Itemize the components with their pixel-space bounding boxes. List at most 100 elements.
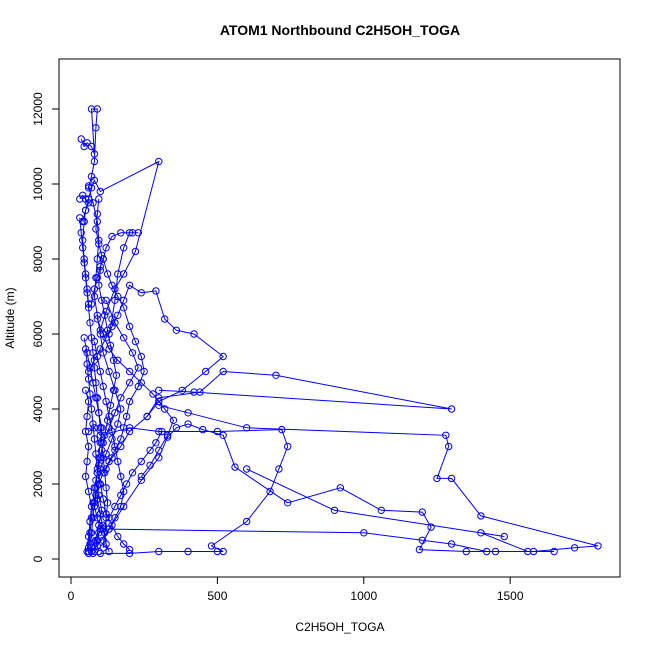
data-point <box>105 345 113 353</box>
data-point <box>101 431 109 439</box>
series-5 <box>102 367 456 473</box>
data-point <box>105 457 113 466</box>
data-point <box>134 229 143 237</box>
data-point <box>93 105 102 113</box>
data-point <box>284 442 292 451</box>
data-point <box>433 474 441 483</box>
data-point <box>77 229 85 237</box>
data-point <box>102 514 110 522</box>
data-point <box>106 341 115 349</box>
y-tick-label: 6000 <box>31 320 45 347</box>
data-point <box>103 326 112 334</box>
series-line <box>93 341 125 541</box>
data-point <box>447 540 456 548</box>
data-point <box>152 287 160 295</box>
data-point <box>570 544 579 552</box>
data-point <box>146 461 154 469</box>
data-point <box>161 405 169 413</box>
data-point <box>120 487 128 496</box>
chart-title: ATOM1 Northbound C2H5OH_TOGA <box>220 22 460 38</box>
data-point <box>112 371 121 379</box>
series-1 <box>84 424 292 558</box>
data-point <box>103 416 112 424</box>
data-point <box>114 356 122 364</box>
data-point <box>184 547 192 556</box>
data-point <box>92 225 100 233</box>
data-point <box>114 420 122 428</box>
series-20 <box>92 195 121 556</box>
data-point <box>95 454 103 462</box>
data-point <box>120 244 128 252</box>
x-tick-label: 1000 <box>350 589 377 603</box>
data-point <box>109 356 118 364</box>
data-point <box>137 289 146 297</box>
data-point <box>93 255 102 263</box>
data-point <box>86 364 94 372</box>
data-point <box>152 439 160 447</box>
data-point <box>80 259 88 267</box>
data-point <box>122 480 131 488</box>
data-point <box>83 289 91 297</box>
data-point <box>87 105 96 113</box>
data-point <box>122 412 131 421</box>
data-point <box>219 352 227 361</box>
data-point <box>172 326 181 334</box>
data-point <box>155 454 163 462</box>
data-point <box>477 529 485 537</box>
data-point <box>98 446 106 454</box>
data-point <box>442 431 450 439</box>
data-point <box>106 401 115 409</box>
data-point <box>90 424 99 432</box>
data-point <box>594 542 602 550</box>
data-point <box>96 525 105 533</box>
data-point <box>111 514 119 522</box>
data-point <box>377 506 385 514</box>
data-point <box>125 322 134 331</box>
data-point <box>96 187 105 196</box>
data-point <box>137 476 146 484</box>
data-point <box>95 547 103 556</box>
data-point <box>92 484 100 492</box>
x-tick-label: 500 <box>207 589 227 603</box>
data-point <box>81 206 90 215</box>
data-point <box>140 367 148 376</box>
data-point <box>84 182 93 190</box>
data-point <box>95 461 103 469</box>
data-point <box>99 382 107 391</box>
data-point <box>90 364 99 372</box>
data-point <box>80 334 88 342</box>
series-19 <box>80 334 106 558</box>
data-point <box>137 352 146 361</box>
data-point <box>87 529 96 537</box>
data-point <box>99 469 107 477</box>
data-point <box>120 424 128 432</box>
data-point <box>120 304 128 312</box>
data-point <box>105 367 113 376</box>
data-point <box>219 367 227 376</box>
data-point <box>131 337 140 346</box>
series-line <box>88 431 163 552</box>
data-point <box>213 427 222 436</box>
data-point <box>120 296 128 304</box>
data-point <box>84 442 93 451</box>
data-point <box>483 547 491 556</box>
data-point <box>89 514 97 522</box>
data-point <box>125 549 134 558</box>
data-point <box>128 469 137 477</box>
series-line <box>85 390 93 552</box>
x-tick-label: 0 <box>68 589 75 603</box>
data-point <box>81 386 90 394</box>
data-point <box>89 420 97 428</box>
series-17 <box>84 182 125 556</box>
data-point <box>184 420 192 428</box>
data-point <box>117 502 125 511</box>
data-point <box>101 311 109 319</box>
data-point <box>131 247 140 256</box>
data-point <box>103 270 112 278</box>
data-point <box>143 412 151 421</box>
series-18 <box>90 255 148 556</box>
data-point <box>96 266 105 274</box>
data-point <box>125 229 134 237</box>
data-point <box>120 540 128 548</box>
data-point <box>86 540 94 548</box>
